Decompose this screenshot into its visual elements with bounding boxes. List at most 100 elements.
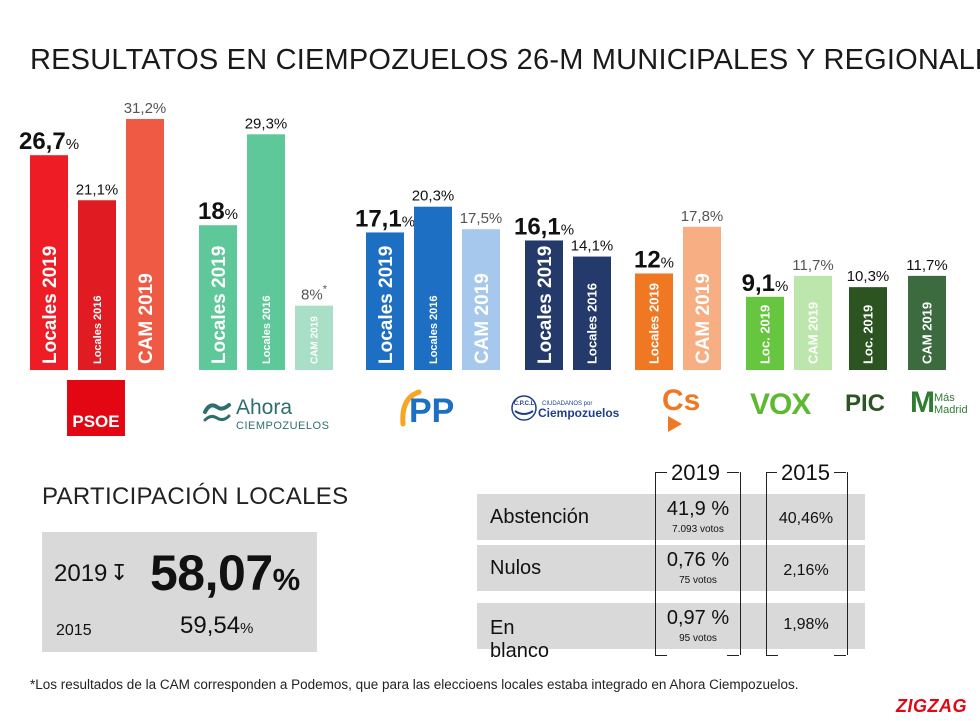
pp-logo: PP <box>397 384 467 430</box>
bar-psoe-locales-2019 <box>30 155 68 370</box>
bar-value-label: 16,1% <box>514 213 574 240</box>
bar-cs-cam-2019 <box>683 226 721 370</box>
bar-series-label: Locales 2016 <box>261 296 273 365</box>
bar-value-label: 18% <box>198 198 238 225</box>
pp-mark-icon: PP <box>400 389 454 430</box>
participation-box: 2019 ↧ 58,07% 2015 59,54% <box>42 532 317 652</box>
bar-chart: Locales 2019 26,7% Locales 2016 21,1% CAM 20… <box>19 100 948 370</box>
wave-icon <box>203 403 231 422</box>
footnote: *Los resultados de la CAM corresponden a… <box>30 677 799 692</box>
abstencion-2019-votes: 7.093 votos <box>672 524 724 535</box>
cs-mark-icon: Cs <box>662 384 700 432</box>
bar-cs-locales-2019 <box>635 273 673 370</box>
bar-value-label: 12% <box>634 246 674 273</box>
bar-series-label: CAM 2019 <box>136 273 157 364</box>
pic-logo: PIC <box>845 390 886 417</box>
bar-value-label: 8%* <box>301 284 328 304</box>
bar-pp-cam-2019 <box>462 229 500 370</box>
abstencion-2019: 41,9 % <box>666 498 730 520</box>
mas-madrid-m: M <box>910 386 935 419</box>
cpcl-small-text: CIUDADANOS por <box>542 401 592 407</box>
bar-vox-loc-2019 <box>746 296 784 370</box>
nulos-2019-votes: 75 votos <box>679 575 717 586</box>
mas-madrid-logo: M Más Madrid <box>910 386 976 428</box>
vox-logo: VOX <box>750 388 811 421</box>
bar-pp-locales-2019 <box>366 232 404 370</box>
bar-ahora-cam-2019 <box>295 305 333 370</box>
bar-series-label: Locales 2019 <box>647 283 662 364</box>
bracket-2015 <box>766 472 848 655</box>
ahora-sub: CIEMPOZUELOS <box>236 420 330 432</box>
bar-value-label: 29,3% <box>245 115 288 132</box>
abstencion-2015: 40,46% <box>778 510 834 527</box>
cs-text: Cs <box>662 384 700 417</box>
bar-value-label: 9,1% <box>742 270 789 297</box>
bar-series-label: CAM 2019 <box>693 273 714 364</box>
participation-title: PARTICIPACIÓN LOCALES <box>42 483 349 510</box>
participation-year-2015: 2015 <box>56 622 92 639</box>
bar-cpcl-locales-2016 <box>573 256 611 370</box>
bar-cpcl-locales-2019 <box>525 240 563 370</box>
table-year-2019: 2019 <box>667 460 724 486</box>
mas-madrid-text: Más Madrid <box>934 392 968 416</box>
bar-ahora-locales-2016 <box>247 134 285 370</box>
bar-value-label: 11,7% <box>792 257 833 274</box>
row-label-en-blanco: En blanco <box>490 617 549 662</box>
bar-series-label: Locales 2016 <box>428 296 440 365</box>
bar-value-label: 17,1% <box>355 205 415 232</box>
bar-series-label: CAM 2019 <box>310 316 321 364</box>
cpcl-top-text: C.P.C.L <box>514 401 535 407</box>
party-logos: PSOE Ahora CIEMPOZUELOS PP C.P.C.L CIUDA… <box>0 380 980 440</box>
row-label-nulos: Nulos <box>490 557 542 579</box>
en-blanco-2019-votes: 95 votos <box>679 633 717 644</box>
bar-series-label: Locales 2019 <box>209 246 230 364</box>
pp-text: PP <box>409 392 454 430</box>
bar-series-label: Locales 2016 <box>585 283 600 364</box>
en-blanco-2015: 1,98% <box>783 616 829 633</box>
psoe-logo: PSOE <box>67 380 125 436</box>
bar-pp-locales-2016 <box>414 206 452 370</box>
bar-value-label: 21,1% <box>76 181 119 198</box>
bar-series-label: Locales 2019 <box>40 246 61 364</box>
bar-value-label: 17,5% <box>460 210 503 227</box>
bar-value-label: 11,7% <box>906 257 947 274</box>
participation-value-2019: 58,07% <box>150 545 300 601</box>
bar-psoe-locales-2016 <box>78 200 116 370</box>
bar-series-label: Locales 2019 <box>535 246 556 364</box>
bar-series-label: CAM 2019 <box>920 302 935 364</box>
bar-series-label: CAM 2019 <box>472 273 493 364</box>
cs-logo: Cs <box>660 380 710 432</box>
bar-series-label: CAM 2019 <box>806 302 821 364</box>
bar-series-label: Loc. 2019 <box>861 305 876 364</box>
bar-series-label: Loc. 2019 <box>758 305 773 364</box>
bar-value-label: 26,7% <box>19 128 79 155</box>
row-label-abstencion: Abstención <box>490 506 589 528</box>
cpcl-name-text: Ciempozuelos <box>538 406 620 420</box>
arrow-down-icon: ↧ <box>110 560 129 585</box>
cpcl-mark-icon: C.P.C.L CIUDADANOS por Ciempozuelos <box>511 395 620 421</box>
nulos-2019: 0,76 % <box>666 549 730 571</box>
bar-pic-loc-2019 <box>849 287 887 370</box>
participation-value-2015: 59,54% <box>180 612 254 639</box>
chart-title: RESULTATOS EN CIEMPOZUELOS 26-M MUNICIPA… <box>30 44 980 76</box>
table-row <box>477 603 865 649</box>
bar-psoe-cam-2019 <box>126 119 164 370</box>
bar-value-label: 14,1% <box>571 238 614 255</box>
table-row <box>477 494 865 540</box>
nulos-2015: 2,16% <box>783 562 829 579</box>
bar-series-label: Locales 2016 <box>92 296 104 365</box>
bar-series-label: Locales 2019 <box>376 246 397 364</box>
bracket-2019 <box>655 472 741 655</box>
bar-ahora-locales-2019 <box>199 225 237 370</box>
table-row <box>477 545 865 591</box>
ahora-ciempozuelos-logo: Ahora CIEMPOZUELOS <box>202 396 342 432</box>
cpcl-logo: C.P.C.L CIUDADANOS por Ciempozuelos <box>510 390 640 426</box>
bar-vox-cam-2019 <box>794 275 832 370</box>
brand-logo: ZIGZAG <box>896 696 967 716</box>
ahora-word: Ahora <box>236 396 293 419</box>
bar-value-label: 17,8% <box>681 208 724 225</box>
en-blanco-2019: 0,97 % <box>666 607 730 629</box>
participation-year-2019: 2019 <box>54 560 108 587</box>
bar-value-label: 10,3% <box>847 268 890 285</box>
bar-más-cam-2019 <box>908 275 946 370</box>
